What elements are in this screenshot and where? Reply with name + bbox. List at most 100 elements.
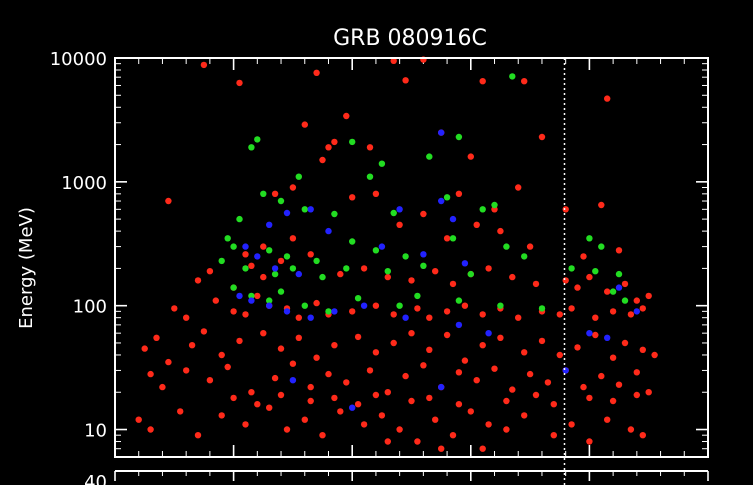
data-point (307, 251, 314, 258)
data-point (313, 69, 320, 77)
data-point (461, 260, 469, 267)
data-point (230, 284, 237, 291)
data-point (313, 299, 320, 307)
data-point (426, 314, 433, 321)
data-point (295, 173, 302, 180)
data-point (414, 305, 421, 312)
data-point (515, 184, 522, 191)
data-point (621, 297, 629, 304)
data-point (467, 408, 474, 415)
y-tick-label: 10 (84, 421, 107, 442)
data-point (248, 144, 255, 151)
data-point (325, 308, 332, 315)
data-point (378, 160, 386, 167)
data-point (230, 308, 237, 315)
data-point (248, 262, 255, 269)
data-point (402, 77, 409, 84)
data-point (248, 297, 255, 304)
data-point (402, 314, 409, 321)
data-point (206, 268, 214, 275)
data-point (651, 351, 658, 359)
data-point (438, 129, 445, 136)
data-point (277, 197, 285, 205)
data-point (455, 133, 463, 141)
data-point (402, 372, 409, 380)
data-point (604, 95, 611, 102)
data-point (283, 253, 291, 260)
data-point (159, 383, 166, 391)
data-point (455, 190, 463, 197)
data-point (289, 184, 297, 191)
data-point (609, 308, 617, 315)
data-point (343, 112, 350, 120)
data-point (147, 426, 154, 433)
data-point (141, 345, 148, 352)
data-point (354, 333, 362, 341)
data-point (479, 445, 486, 452)
data-point (248, 389, 255, 396)
data-point (609, 354, 617, 361)
data-point (497, 334, 504, 341)
data-point (289, 360, 297, 367)
data-point (521, 349, 528, 356)
data-point (550, 401, 557, 408)
data-point (349, 404, 356, 411)
data-point (384, 273, 391, 281)
data-point (384, 389, 391, 396)
data-point (479, 342, 486, 349)
data-point (497, 227, 504, 235)
data-point (408, 330, 415, 337)
data-point (438, 197, 445, 205)
data-point (592, 331, 599, 339)
data-point (153, 334, 160, 341)
data-point (331, 308, 338, 315)
data-point (307, 314, 314, 321)
data-point (408, 397, 415, 405)
data-point (266, 404, 273, 411)
data-point (354, 295, 362, 302)
data-point (277, 288, 285, 295)
data-point (307, 397, 314, 405)
data-point (325, 370, 332, 378)
data-point (248, 292, 255, 300)
data-point (621, 339, 629, 347)
data-point (485, 330, 492, 337)
data-point (224, 235, 231, 242)
data-point (372, 349, 380, 356)
data-point (260, 330, 267, 337)
data-point (147, 370, 154, 378)
data-point (390, 209, 397, 217)
data-point (538, 133, 546, 141)
data-point (396, 206, 403, 213)
data-point (242, 311, 249, 318)
data-point (301, 121, 308, 128)
data-point (266, 297, 273, 304)
data-point (633, 391, 640, 399)
data-point (449, 432, 457, 439)
data-point (372, 247, 380, 254)
data-point (325, 144, 332, 151)
data-point (503, 397, 510, 405)
data-point (438, 383, 445, 391)
data-point (485, 265, 492, 272)
data-point (343, 379, 350, 386)
data-point (283, 308, 291, 315)
data-point (325, 227, 332, 235)
data-point (384, 438, 391, 445)
data-point (627, 311, 635, 318)
data-point (455, 401, 463, 408)
data-point (319, 273, 326, 281)
data-point (509, 73, 516, 80)
data-point (236, 79, 243, 87)
data-point (473, 221, 480, 228)
data-point (188, 342, 196, 349)
data-point (313, 354, 320, 361)
data-points (135, 56, 658, 452)
data-point (183, 367, 190, 374)
data-point (337, 408, 344, 415)
data-point (366, 144, 374, 151)
data-point (266, 221, 273, 228)
data-point (491, 201, 498, 209)
data-point (206, 377, 214, 384)
